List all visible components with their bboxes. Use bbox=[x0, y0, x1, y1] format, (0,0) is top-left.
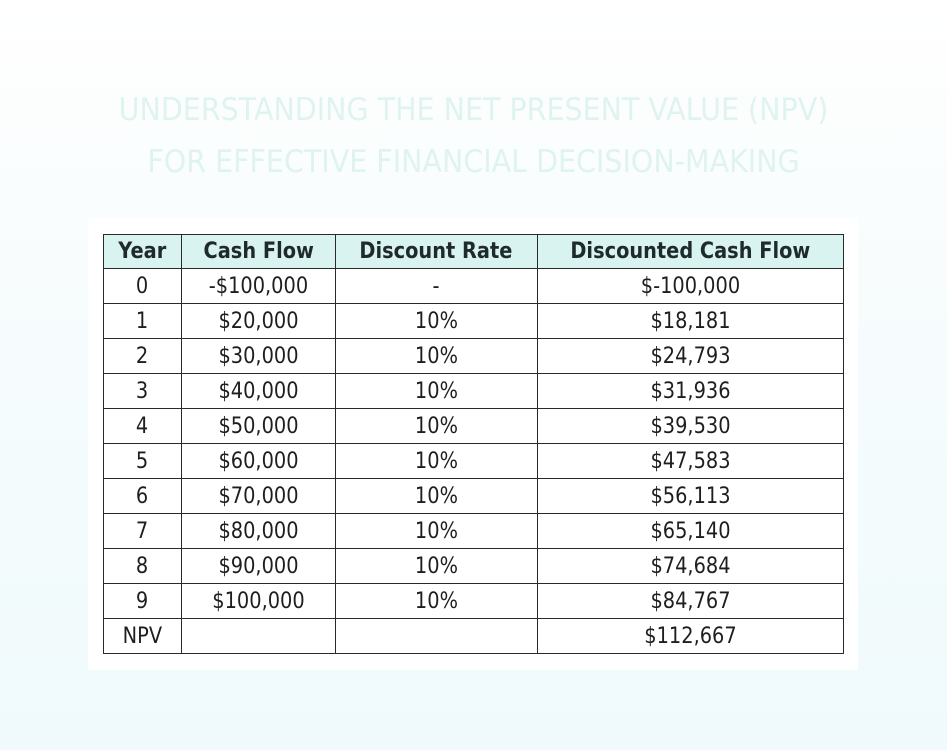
cell-cash-flow: $70,000 bbox=[180, 478, 336, 514]
cell-discount-rate bbox=[334, 618, 538, 654]
cell-cash-flow: $60,000 bbox=[180, 443, 336, 479]
cell-cash-flow: $40,000 bbox=[180, 373, 336, 409]
cell-discount-rate: 10% bbox=[334, 583, 538, 619]
cell-discounted-cash-flow: $74,684 bbox=[536, 548, 844, 584]
cell-cash-flow: $30,000 bbox=[180, 338, 336, 374]
cell-cash-flow: $50,000 bbox=[180, 408, 336, 444]
header-discounted-cash-flow: Discounted Cash Flow bbox=[536, 234, 844, 269]
cell-cash-flow: $20,000 bbox=[180, 303, 336, 339]
cell-discount-rate: 10% bbox=[334, 478, 538, 514]
cell-cash-flow: $100,000 bbox=[180, 583, 336, 619]
cell-npv-label: NPV bbox=[103, 618, 182, 654]
cell-year: 4 bbox=[103, 408, 182, 444]
cell-discounted-cash-flow: $39,530 bbox=[536, 408, 844, 444]
cell-year: 5 bbox=[103, 443, 182, 479]
cell-discounted-cash-flow: $65,140 bbox=[536, 513, 844, 549]
cell-discounted-cash-flow: $31,936 bbox=[536, 373, 844, 409]
cell-year: 7 bbox=[103, 513, 182, 549]
header-row: Year Cash Flow Discount Rate Discounted … bbox=[103, 234, 844, 269]
cell-npv-value: $112,667 bbox=[536, 618, 844, 654]
table-row: 4 $50,000 10% $39,530 bbox=[103, 408, 844, 444]
header-cash-flow: Cash Flow bbox=[180, 234, 336, 269]
table-row: 8 $90,000 10% $74,684 bbox=[103, 548, 844, 584]
table-row: 6 $70,000 10% $56,113 bbox=[103, 478, 844, 514]
cell-year: 9 bbox=[103, 583, 182, 619]
table-row: 3 $40,000 10% $31,936 bbox=[103, 373, 844, 409]
table-row: 0 -$100,000 - $-100,000 bbox=[103, 268, 844, 304]
npv-total-row: NPV $112,667 bbox=[103, 618, 844, 654]
cell-discounted-cash-flow: $24,793 bbox=[536, 338, 844, 374]
cell-discount-rate: 10% bbox=[334, 513, 538, 549]
table-row: 9 $100,000 10% $84,767 bbox=[103, 583, 844, 619]
title-line-1: UNDERSTANDING THE NET PRESENT VALUE (NPV… bbox=[118, 92, 829, 128]
cell-discounted-cash-flow: $47,583 bbox=[536, 443, 844, 479]
cell-year: 0 bbox=[103, 268, 182, 304]
cell-cash-flow: -$100,000 bbox=[180, 268, 336, 304]
cell-year: 3 bbox=[103, 373, 182, 409]
cell-discount-rate: - bbox=[334, 268, 538, 304]
table-row: 7 $80,000 10% $65,140 bbox=[103, 513, 844, 549]
table-row: 2 $30,000 10% $24,793 bbox=[103, 338, 844, 374]
cell-year: 6 bbox=[103, 478, 182, 514]
cell-discounted-cash-flow: $-100,000 bbox=[536, 268, 844, 304]
cell-cash-flow: $80,000 bbox=[180, 513, 336, 549]
title-line-2: FOR EFFECTIVE FINANCIAL DECISION-MAKING bbox=[147, 144, 800, 180]
header-discount-rate: Discount Rate bbox=[334, 234, 538, 269]
npv-table: Year Cash Flow Discount Rate Discounted … bbox=[103, 234, 844, 654]
cell-discount-rate: 10% bbox=[334, 338, 538, 374]
cell-cash-flow bbox=[180, 618, 336, 654]
cell-discount-rate: 10% bbox=[334, 548, 538, 584]
header-year: Year bbox=[103, 234, 182, 269]
cell-year: 1 bbox=[103, 303, 182, 339]
cell-discounted-cash-flow: $84,767 bbox=[536, 583, 844, 619]
cell-discounted-cash-flow: $18,181 bbox=[536, 303, 844, 339]
cell-discount-rate: 10% bbox=[334, 443, 538, 479]
cell-year: 8 bbox=[103, 548, 182, 584]
cell-discount-rate: 10% bbox=[334, 408, 538, 444]
cell-discount-rate: 10% bbox=[334, 303, 538, 339]
cell-year: 2 bbox=[103, 338, 182, 374]
cell-cash-flow: $90,000 bbox=[180, 548, 336, 584]
page-title: UNDERSTANDING THE NET PRESENT VALUE (NPV… bbox=[38, 84, 909, 188]
cell-discounted-cash-flow: $56,113 bbox=[536, 478, 844, 514]
table-row: 1 $20,000 10% $18,181 bbox=[103, 303, 844, 339]
cell-discount-rate: 10% bbox=[334, 373, 538, 409]
table-row: 5 $60,000 10% $47,583 bbox=[103, 443, 844, 479]
